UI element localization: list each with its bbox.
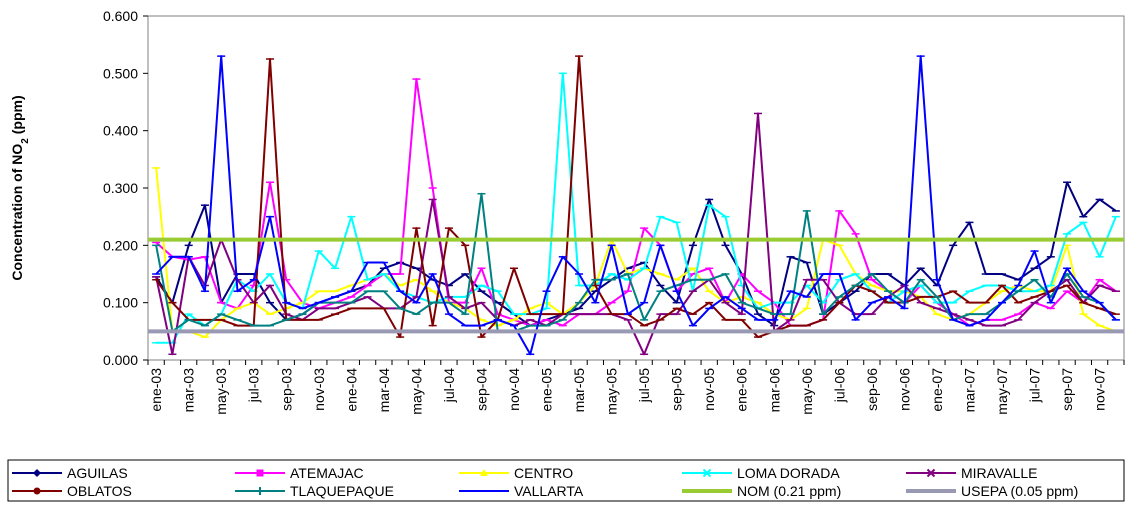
legend-item: CENTRO bbox=[459, 465, 573, 481]
x-tick-label: sep-03 bbox=[278, 368, 294, 411]
x-tick-label: nov-04 bbox=[506, 368, 522, 411]
x-tick-label: jul-03 bbox=[246, 368, 262, 403]
x-tick-label: ene-06 bbox=[734, 368, 750, 412]
x-tick-label: ene-05 bbox=[539, 368, 555, 412]
x-tick-label: ene-04 bbox=[343, 368, 359, 412]
x-tick-label: sep-05 bbox=[669, 368, 685, 411]
legend-label: VALLARTA bbox=[514, 483, 584, 499]
legend-item: NOM (0.21 ppm) bbox=[682, 483, 841, 499]
series-line bbox=[155, 112, 1117, 356]
x-tick-label: may-03 bbox=[213, 368, 229, 415]
x-tick-label: sep-04 bbox=[473, 368, 489, 411]
legend-label: OBLATOS bbox=[67, 483, 132, 499]
y-tick-label: 0.100 bbox=[103, 295, 138, 311]
x-tick-label: mar-04 bbox=[376, 368, 392, 413]
y-tick-label: 0.200 bbox=[103, 237, 138, 253]
legend-item: LOMA DORADA bbox=[682, 465, 840, 481]
x-tick-label: mar-06 bbox=[766, 368, 782, 413]
y-tick-label: 0.400 bbox=[103, 123, 138, 139]
legend-label: MIRAVALLE bbox=[961, 465, 1038, 481]
legend-item: TLAQUEPAQUE bbox=[235, 483, 394, 499]
y-axis-label: Concentration of NO2 (ppm) bbox=[9, 95, 31, 280]
x-tick-label: may-06 bbox=[799, 368, 815, 415]
legend-label: ATEMAJAC bbox=[290, 465, 364, 481]
data-point bbox=[702, 468, 712, 478]
legend-item: OBLATOS bbox=[12, 483, 132, 499]
x-tick-label: may-04 bbox=[408, 368, 424, 415]
data-point bbox=[480, 469, 488, 476]
legend-item: MIRAVALLE bbox=[906, 465, 1038, 481]
legend-label: USEPA (0.05 ppm) bbox=[961, 483, 1078, 499]
data-point bbox=[926, 468, 936, 478]
legend-frame bbox=[7, 459, 1125, 502]
data-point bbox=[33, 487, 41, 495]
legend-label: NOM (0.21 ppm) bbox=[737, 483, 841, 499]
x-tick-label: mar-07 bbox=[961, 368, 977, 413]
legend-label: CENTRO bbox=[514, 465, 573, 481]
series-layer bbox=[148, 55, 1124, 356]
x-tick-label: mar-05 bbox=[571, 368, 587, 413]
y-tick-label: 0.600 bbox=[103, 8, 138, 24]
legend-item: VALLARTA bbox=[459, 483, 584, 499]
x-tick-label: sep-06 bbox=[864, 368, 880, 411]
series-line bbox=[155, 55, 1117, 356]
x-tick-label: mar-03 bbox=[181, 368, 197, 413]
x-tick-label: ene-07 bbox=[929, 368, 945, 412]
y-tick-label: 0.500 bbox=[103, 65, 138, 81]
x-tick-label: nov-07 bbox=[1092, 368, 1108, 411]
x-tick-label: jul-05 bbox=[636, 368, 652, 403]
y-tick-label: 0.000 bbox=[103, 352, 138, 368]
y-tick-label: 0.300 bbox=[103, 180, 138, 196]
legend-label: LOMA DORADA bbox=[737, 465, 840, 481]
plot-frame bbox=[147, 15, 1125, 361]
legend-item: AGUILAS bbox=[12, 465, 128, 481]
legend-item: ATEMAJAC bbox=[235, 465, 364, 481]
x-tick-label: nov-05 bbox=[701, 368, 717, 411]
x-tick-label: nov-03 bbox=[311, 368, 327, 411]
x-tick-label: nov-06 bbox=[896, 368, 912, 411]
data-point bbox=[256, 469, 264, 477]
plot-area: 0.000 0.100 0.200 0.300 0.400 0.500 0.600 ene-… bbox=[103, 8, 1125, 415]
legend-item: USEPA (0.05 ppm) bbox=[906, 483, 1078, 499]
legend: AGUILAS ATEMAJAC CENTRO LOMA DORADA MIRAVALL… bbox=[7, 459, 1125, 502]
legend-label: AGUILAS bbox=[67, 465, 128, 481]
x-tick-label: may-07 bbox=[994, 368, 1010, 415]
x-axis: ene-03 mar-03 may-03 jul-03 sep-03 nov-03 ene-… bbox=[147, 360, 1125, 415]
series-vallarta bbox=[152, 55, 1120, 356]
x-tick-label: may-05 bbox=[604, 368, 620, 415]
x-tick-label: jul-07 bbox=[1027, 368, 1043, 403]
x-tick-label: jul-06 bbox=[831, 368, 847, 403]
x-tick-label: jul-04 bbox=[441, 368, 457, 403]
legend-label: TLAQUEPAQUE bbox=[290, 483, 394, 499]
y-axis: 0.000 0.100 0.200 0.300 0.400 0.500 0.600 bbox=[103, 8, 148, 368]
data-point bbox=[256, 487, 264, 495]
series-line bbox=[156, 72, 1117, 344]
x-tick-label: ene-03 bbox=[148, 368, 164, 412]
x-tick-label: sep-07 bbox=[1059, 368, 1075, 411]
data-point bbox=[33, 469, 41, 477]
